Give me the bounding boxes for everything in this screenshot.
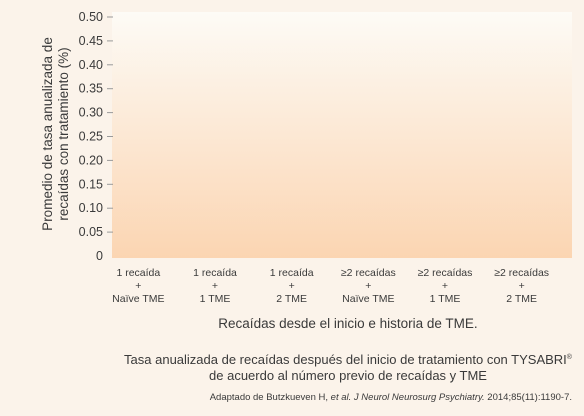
x-category-label: 2 TME bbox=[506, 293, 537, 305]
registered-mark: ® bbox=[566, 354, 572, 361]
x-category-label: 2 TME bbox=[276, 293, 307, 305]
y-axis-label-line: recaídas con tratamiento (%) bbox=[56, 47, 71, 220]
y-axis-label: Promedio de tasa anualizada de recaídas c… bbox=[40, 37, 71, 231]
x-category-label: ≥2 recaídas bbox=[494, 267, 549, 279]
x-category-label: + bbox=[135, 280, 141, 292]
y-tick-label: 0.10 bbox=[79, 201, 103, 215]
y-tick-label: 0.30 bbox=[79, 106, 103, 120]
x-category-label: Naïve TME bbox=[342, 293, 394, 305]
x-category-label: Naïve TME bbox=[112, 293, 164, 305]
x-category-label: ≥2 recaídas bbox=[341, 267, 396, 279]
x-category-label: ≥2 recaídas bbox=[418, 267, 473, 279]
source-authors: Adaptado de Butzkueven H, bbox=[209, 392, 331, 403]
x-axis-label: Recaídas desde el inicio e historia de T… bbox=[218, 316, 478, 331]
y-tick-label: 0.05 bbox=[79, 225, 103, 239]
y-axis: 0 0.05 0.10 0.15 0.20 0.25 0.30 0.35 0.40 0.45 0.5… bbox=[79, 10, 113, 263]
x-category-label: + bbox=[289, 280, 295, 292]
y-tick-label: 0.40 bbox=[79, 58, 103, 72]
source-citation: Adaptado de Butzkueven H, et al. J Neuro… bbox=[210, 392, 572, 403]
x-category-label: 1 recaída bbox=[193, 267, 237, 279]
x-category-label: + bbox=[519, 280, 525, 292]
x-category-label: 1 TME bbox=[200, 293, 231, 305]
y-tick-label: 0.20 bbox=[79, 153, 103, 167]
caption-line-1: Tasa anualizada de recaídas después del … bbox=[124, 352, 567, 367]
y-tick-label: 0.50 bbox=[79, 10, 103, 24]
source-etal: et al. bbox=[330, 392, 352, 403]
x-category-label: 1 TME bbox=[430, 293, 461, 305]
x-category-label: + bbox=[442, 280, 448, 292]
source-journal: J Neurol Neurosurg Psychiatry. bbox=[351, 392, 485, 403]
x-category-label: + bbox=[212, 280, 218, 292]
y-tick-label: 0 bbox=[96, 249, 103, 263]
x-category-label: 1 recaída bbox=[270, 267, 314, 279]
x-category-label: 1 recaída bbox=[116, 267, 160, 279]
y-tick-label: 0.25 bbox=[79, 130, 103, 144]
y-tick-label: 0.45 bbox=[79, 34, 103, 48]
y-tick-label: 0.15 bbox=[79, 177, 103, 191]
caption-line-2: de acuerdo al número previo de recaídas … bbox=[209, 368, 487, 383]
y-tick-label: 0.35 bbox=[79, 82, 103, 96]
plot-area bbox=[112, 12, 572, 258]
chart-caption: Tasa anualizada de recaídas después del … bbox=[112, 350, 584, 384]
y-axis-label-line: Promedio de tasa anualizada de bbox=[40, 37, 55, 231]
source-reference: 2014;85(11):1190-7. bbox=[484, 392, 572, 403]
x-category-label: + bbox=[365, 280, 371, 292]
